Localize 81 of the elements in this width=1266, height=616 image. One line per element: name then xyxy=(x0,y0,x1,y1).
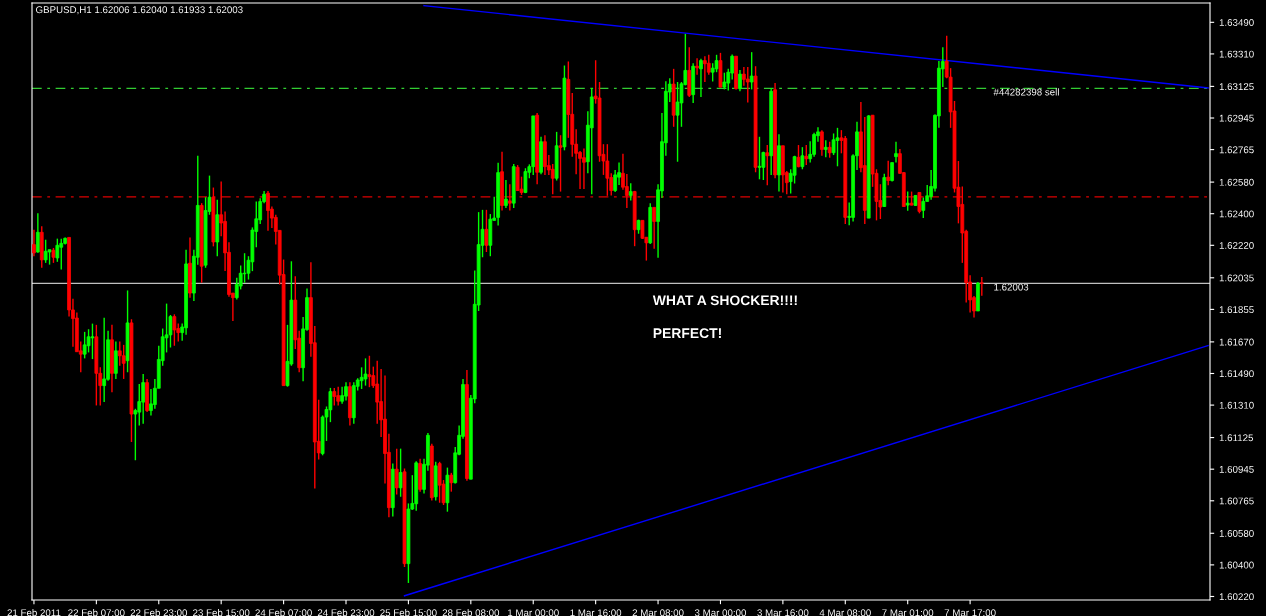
candlestick xyxy=(32,228,36,257)
x-tick-label: 3 Mar 16:00 xyxy=(757,609,809,616)
x-tick-label: 1 Mar 00:00 xyxy=(508,609,559,616)
candlestick xyxy=(504,179,508,209)
y-tick-label: 1.60580 xyxy=(1219,530,1254,537)
candlestick xyxy=(804,144,809,166)
candlestick xyxy=(90,322,95,360)
candlestick xyxy=(640,219,645,240)
candlestick xyxy=(757,136,762,180)
x-tick-label: 22 Feb 23:00 xyxy=(130,609,188,616)
candlestick xyxy=(507,183,512,212)
candlestick xyxy=(765,144,770,186)
y-tick-label: 1.62220 xyxy=(1219,242,1254,249)
candlestick xyxy=(835,127,840,167)
candlestick xyxy=(523,167,528,194)
candlestick xyxy=(582,147,586,190)
x-tick-label: 24 Feb 07:00 xyxy=(255,609,312,616)
candlestick xyxy=(242,252,247,284)
ref-line-label: #44282398 sell xyxy=(993,88,1059,96)
x-tick-label: 1 Mar 16:00 xyxy=(570,609,622,616)
candlestick xyxy=(363,357,368,387)
y-tick-label: 1.62945 xyxy=(1219,114,1254,122)
candlestick xyxy=(695,57,699,76)
candlestick xyxy=(905,190,910,212)
candlestick xyxy=(605,143,610,197)
candlestick xyxy=(484,209,489,253)
candlestick xyxy=(800,146,805,170)
y-tick-label: 1.60765 xyxy=(1219,497,1254,505)
y-tick-label: 1.61490 xyxy=(1219,370,1254,378)
candlestick xyxy=(745,66,750,104)
candlestick xyxy=(113,340,118,380)
candlestick xyxy=(652,206,657,250)
candlestick xyxy=(43,238,48,264)
y-tick-label: 1.62580 xyxy=(1219,178,1254,186)
x-tick-label: 23 Feb 15:00 xyxy=(193,609,250,616)
candlestick xyxy=(558,134,563,193)
y-tick-label: 1.60945 xyxy=(1219,465,1254,473)
candlestick xyxy=(921,196,926,219)
x-tick-label: 22 Feb 07:00 xyxy=(68,609,125,616)
candlestick xyxy=(749,51,754,91)
y-tick-label: 1.62400 xyxy=(1219,210,1254,218)
y-tick-label: 1.63490 xyxy=(1219,19,1254,26)
candlestick xyxy=(55,237,60,263)
candlestick xyxy=(820,129,824,157)
ref-line-label: 1.62003 xyxy=(994,283,1029,291)
x-tick-label: 25 Feb 15:00 xyxy=(380,609,437,616)
candlestick xyxy=(675,81,680,163)
chart-title: GBPUSD,H1 1.62006 1.62040 1.61933 1.62003 xyxy=(36,6,243,15)
y-tick-label: 1.62035 xyxy=(1219,274,1254,282)
candlestick xyxy=(82,331,87,360)
y-tick-label: 1.61125 xyxy=(1219,434,1254,442)
candlestick xyxy=(367,355,372,388)
y-tick-label: 1.61310 xyxy=(1219,401,1254,409)
x-tick-label: 4 Mar 08:00 xyxy=(819,609,871,616)
x-tick-label: 28 Feb 08:00 xyxy=(442,609,500,616)
candlestick xyxy=(917,191,922,215)
x-tick-label: 2 Mar 08:00 xyxy=(632,609,684,616)
candlestick xyxy=(738,69,742,93)
x-tick-label: 3 Mar 00:00 xyxy=(694,609,747,616)
candlestick xyxy=(449,472,454,493)
candlestick xyxy=(121,344,126,380)
y-tick-label: 1.61855 xyxy=(1219,306,1254,314)
y-tick-label: 1.63310 xyxy=(1219,50,1254,58)
y-tick-label: 1.61670 xyxy=(1219,338,1254,346)
candlestick xyxy=(344,381,348,402)
candlestick xyxy=(35,212,40,254)
candlestick xyxy=(266,190,270,232)
x-tick-label: 7 Mar 01:00 xyxy=(882,609,934,616)
x-tick-label: 24 Feb 23:00 xyxy=(317,609,375,616)
candlestick xyxy=(979,276,984,297)
candlestick xyxy=(699,58,703,98)
x-tick-label: 7 Mar 17:00 xyxy=(944,609,996,616)
candlestick xyxy=(515,164,520,192)
annotation: WHAT A SHOCKER!!!! xyxy=(652,295,797,306)
y-tick-label: 1.60220 xyxy=(1219,593,1254,601)
annotation: PERFECT! xyxy=(653,328,721,339)
y-tick-label: 1.62765 xyxy=(1219,146,1254,154)
candlestick xyxy=(702,55,707,83)
y-tick-label: 1.63125 xyxy=(1219,83,1254,91)
y-tick-label: 1.60400 xyxy=(1219,561,1254,569)
x-tick-label: 21 Feb 2011 xyxy=(7,609,61,616)
